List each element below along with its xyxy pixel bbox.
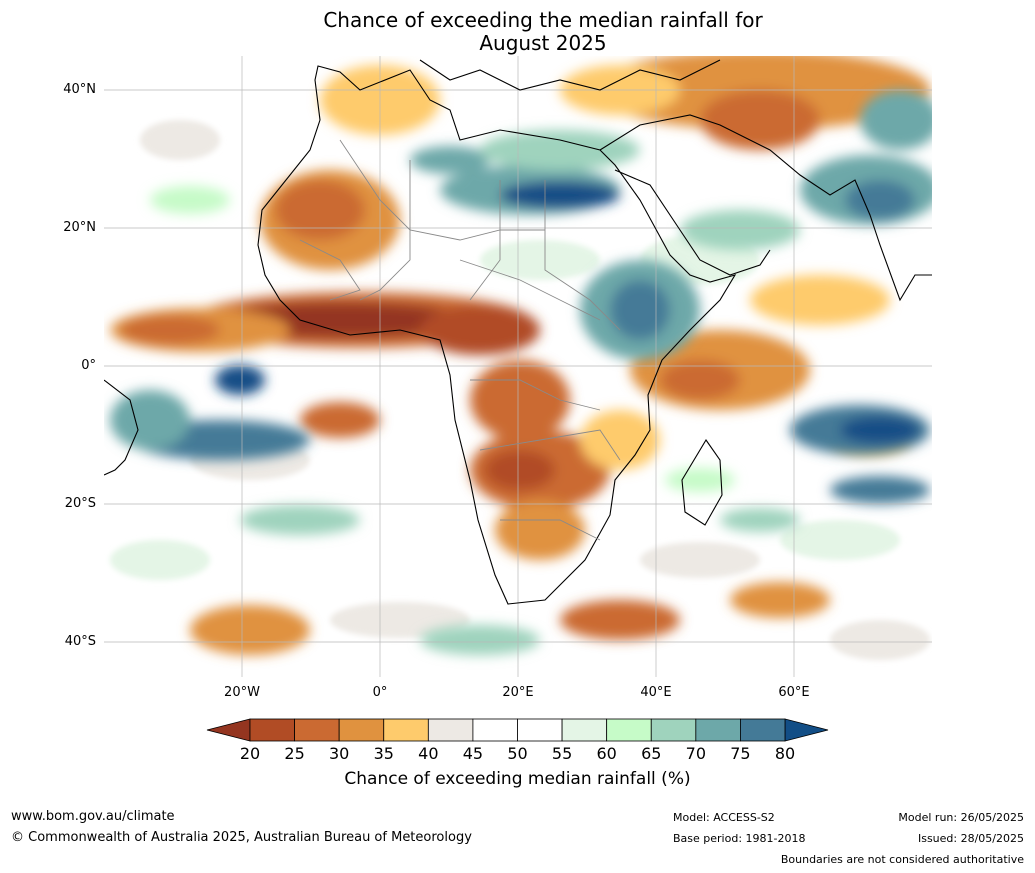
footer-disclaimer: Boundaries are not considered authoritat… xyxy=(780,853,1024,866)
lon-label-60e: 60°E xyxy=(778,685,810,700)
colorbar-swatch xyxy=(517,718,563,742)
graticule xyxy=(104,56,932,677)
footer-url: www.bom.gov.au/climate xyxy=(11,809,175,824)
colorbar-swatch xyxy=(249,718,295,742)
page-title: Chance of exceeding the median rainfall … xyxy=(0,9,1035,55)
title-line-2: August 2025 xyxy=(479,31,607,55)
footer-base-period: Base period: 1981-2018 xyxy=(673,832,806,845)
colorbar-tick-label: 80 xyxy=(774,744,796,763)
footer-model-run: Model run: 26/05/2025 xyxy=(898,811,1024,824)
colorbar-high-arrow xyxy=(784,718,829,742)
lat-label-40s: 40°S xyxy=(64,634,96,649)
colorbar-tick-label: 50 xyxy=(507,744,528,763)
colorbar-title: Chance of exceeding median rainfall (%) xyxy=(344,769,691,789)
country-borders xyxy=(299,139,621,541)
footer-model: Model: ACCESS-S2 xyxy=(673,811,775,824)
colorbar-tick-label: 40 xyxy=(418,744,439,763)
lat-label-equator: 0° xyxy=(81,358,96,373)
colorbar-swatch xyxy=(650,718,697,742)
colorbar-tick-label: 55 xyxy=(551,744,573,763)
footer-issued: Issued: 28/05/2025 xyxy=(917,832,1024,845)
colorbar-swatch xyxy=(294,718,340,742)
colorbar-swatch xyxy=(472,718,518,742)
colorbar-tick-label: 20 xyxy=(239,744,261,763)
lon-label-0: 0° xyxy=(372,685,388,700)
colorbar-swatch xyxy=(740,718,786,742)
lon-label-40e: 40°E xyxy=(640,685,672,700)
lon-label-20e: 20°E xyxy=(502,685,534,700)
colorbar-tick-label: 45 xyxy=(462,744,484,763)
colorbar-swatch xyxy=(427,718,474,742)
colorbar-swatch xyxy=(383,718,429,742)
colorbar-low-arrow xyxy=(206,718,251,742)
colorbar-swatch xyxy=(561,718,608,742)
lon-label-20w: 20°W xyxy=(224,685,260,700)
colorbar-swatch xyxy=(695,718,741,742)
rainfall-probability-field xyxy=(104,56,932,677)
lat-label-40n: 40°N xyxy=(63,82,96,97)
lat-label-20n: 20°N xyxy=(63,220,96,235)
colorbar-tick-label: 35 xyxy=(373,744,394,763)
colorbar xyxy=(206,718,829,742)
title-line-1: Chance of exceeding the median rainfall … xyxy=(323,8,763,32)
colorbar-tick-label: 70 xyxy=(685,744,706,763)
lat-label-20s: 20°S xyxy=(64,496,96,511)
colorbar-tick-label: 65 xyxy=(641,744,662,763)
colorbar-swatch xyxy=(338,718,385,742)
colorbar-tick-label: 75 xyxy=(730,744,751,763)
colorbar-tick-label: 60 xyxy=(596,744,617,763)
coastlines xyxy=(104,59,932,605)
footer-copyright: © Commonwealth of Australia 2025, Austra… xyxy=(11,830,472,845)
colorbar-tick-label: 30 xyxy=(328,744,350,763)
colorbar-tick-label: 25 xyxy=(284,744,305,763)
colorbar-swatch xyxy=(606,718,652,742)
